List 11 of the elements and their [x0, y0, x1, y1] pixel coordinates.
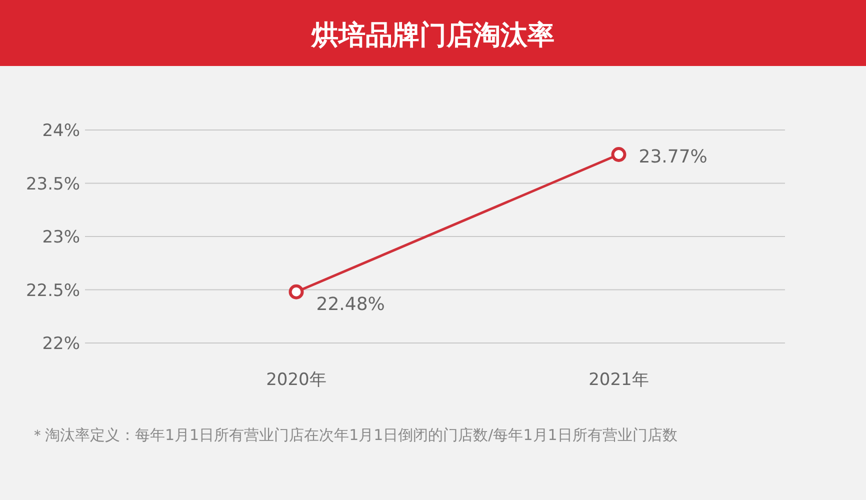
text: ＊淘汰率定义：每年1月1日所有营业门店在次年1月1日倒闭的门店数/每年1月1日所有营业门店数: [30, 426, 678, 444]
data-label: 22.48%: [316, 294, 385, 315]
y-tick-label: 24%: [42, 121, 80, 141]
data-label: 23.77%: [638, 146, 708, 168]
y-tick-label: 22.5%: [26, 280, 80, 301]
chart-title: 烘培品牌门店淘汰率: [310, 20, 554, 51]
y-tick-label: 23%: [42, 228, 80, 248]
y-tick-label: 22%: [42, 334, 80, 354]
x-tick-label: 2021年: [588, 370, 649, 390]
y-tick-label: 23.5%: [26, 174, 80, 194]
x-tick-label: 2020年: [266, 370, 326, 390]
